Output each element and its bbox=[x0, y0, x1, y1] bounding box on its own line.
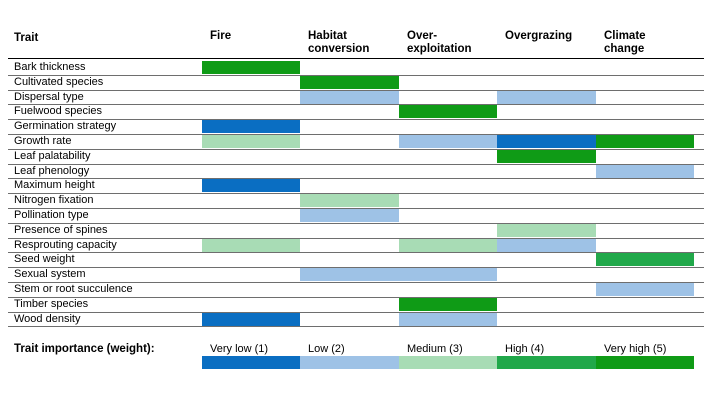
weight-cell bbox=[202, 120, 300, 134]
weight-legend-swatch bbox=[300, 356, 399, 369]
column-header: Fire bbox=[210, 30, 231, 43]
weight-cell bbox=[300, 268, 399, 282]
row-divider bbox=[8, 178, 704, 180]
weight-legend-swatch bbox=[399, 356, 497, 369]
weight-cell bbox=[202, 312, 300, 326]
weight-cell bbox=[300, 194, 399, 208]
column-header-line: Over- bbox=[407, 30, 438, 42]
weight-cell bbox=[399, 312, 497, 326]
weight-cell bbox=[202, 61, 300, 74]
trait-label: Maximum height bbox=[14, 179, 95, 192]
row-divider bbox=[8, 148, 704, 150]
weight-cell bbox=[497, 223, 596, 237]
weight-cell bbox=[596, 283, 694, 296]
column-header-line: change bbox=[604, 43, 645, 55]
weight-cell bbox=[497, 149, 596, 163]
weight-cell bbox=[497, 90, 596, 104]
trait-label: Resprouting capacity bbox=[14, 238, 117, 251]
weight-legend-title: Trait importance (weight): bbox=[14, 343, 155, 355]
weight-legend-label: High (4) bbox=[505, 343, 545, 355]
weight-cell bbox=[300, 90, 399, 104]
trait-label: Leaf phenology bbox=[14, 164, 90, 177]
trait-label: Growth rate bbox=[14, 135, 72, 147]
weight-cell bbox=[399, 238, 497, 252]
column-header-line: Climate bbox=[604, 30, 646, 42]
column-header-line: conversion bbox=[308, 43, 370, 55]
weight-cell bbox=[202, 135, 300, 148]
trait-column-header: Trait bbox=[14, 32, 39, 44]
trait-label: Germination strategy bbox=[14, 120, 117, 133]
trait-label: Pollination type bbox=[14, 209, 89, 221]
header-rule bbox=[8, 58, 704, 59]
weight-legend-swatch bbox=[202, 356, 300, 369]
column-header: Overgrazing bbox=[505, 30, 572, 43]
weight-cell bbox=[300, 209, 399, 222]
row-divider bbox=[8, 193, 704, 195]
row-divider bbox=[8, 282, 704, 283]
trait-label: Wood density bbox=[14, 312, 81, 325]
column-header-line: Overgrazing bbox=[505, 30, 573, 42]
weight-legend-swatch bbox=[497, 356, 596, 369]
trait-label: Seed weight bbox=[14, 253, 75, 266]
trait-label: Presence of spines bbox=[14, 223, 108, 236]
row-divider bbox=[8, 74, 704, 76]
row-divider bbox=[8, 237, 704, 239]
weight-cell bbox=[202, 179, 300, 193]
column-header: Habitat conversion bbox=[308, 30, 369, 56]
row-divider bbox=[8, 119, 704, 121]
row-divider bbox=[8, 296, 704, 298]
weight-cell bbox=[202, 238, 300, 252]
trait-label: Stem or root succulence bbox=[14, 283, 133, 295]
row-divider bbox=[8, 208, 704, 209]
row-divider bbox=[8, 89, 704, 91]
weight-legend-label: Very high (5) bbox=[604, 343, 667, 355]
trait-label: Cultivated species bbox=[14, 75, 104, 88]
trait-label: Dispersal type bbox=[14, 90, 84, 103]
row-divider bbox=[8, 222, 704, 224]
trait-label: Leaf palatability bbox=[14, 149, 91, 162]
trait-label: Timber species bbox=[14, 297, 89, 310]
row-divider bbox=[8, 326, 704, 328]
row-divider bbox=[8, 163, 704, 165]
trait-label: Bark thickness bbox=[14, 61, 86, 73]
column-header-line: Habitat bbox=[308, 30, 347, 42]
column-header: Climate change bbox=[604, 30, 646, 56]
weight-cell bbox=[497, 238, 596, 252]
weight-cell bbox=[399, 297, 497, 311]
weight-cell bbox=[399, 268, 497, 282]
weight-cell bbox=[399, 135, 497, 148]
weight-cell bbox=[596, 253, 694, 267]
column-header: Over-exploitation bbox=[407, 30, 472, 56]
weight-legend-swatch bbox=[596, 356, 694, 369]
weight-cell bbox=[497, 135, 596, 148]
weight-cell bbox=[596, 135, 694, 148]
row-divider bbox=[8, 311, 704, 313]
column-header-line: Fire bbox=[210, 30, 232, 42]
row-divider bbox=[8, 267, 704, 269]
row-divider bbox=[8, 134, 704, 135]
trait-label: Nitrogen fixation bbox=[14, 194, 94, 207]
weight-cell bbox=[596, 164, 694, 178]
weight-legend-label: Low (2) bbox=[308, 343, 345, 355]
weight-legend-label: Very low (1) bbox=[210, 343, 269, 355]
row-divider bbox=[8, 252, 704, 254]
trait-label: Fuelwood species bbox=[14, 105, 103, 118]
weight-legend-label: Medium (3) bbox=[407, 343, 463, 355]
trait-label: Sexual system bbox=[14, 268, 86, 281]
column-header-line: exploitation bbox=[407, 43, 472, 55]
weight-cell bbox=[399, 105, 497, 119]
weight-cell bbox=[300, 75, 399, 89]
row-divider bbox=[8, 104, 704, 106]
